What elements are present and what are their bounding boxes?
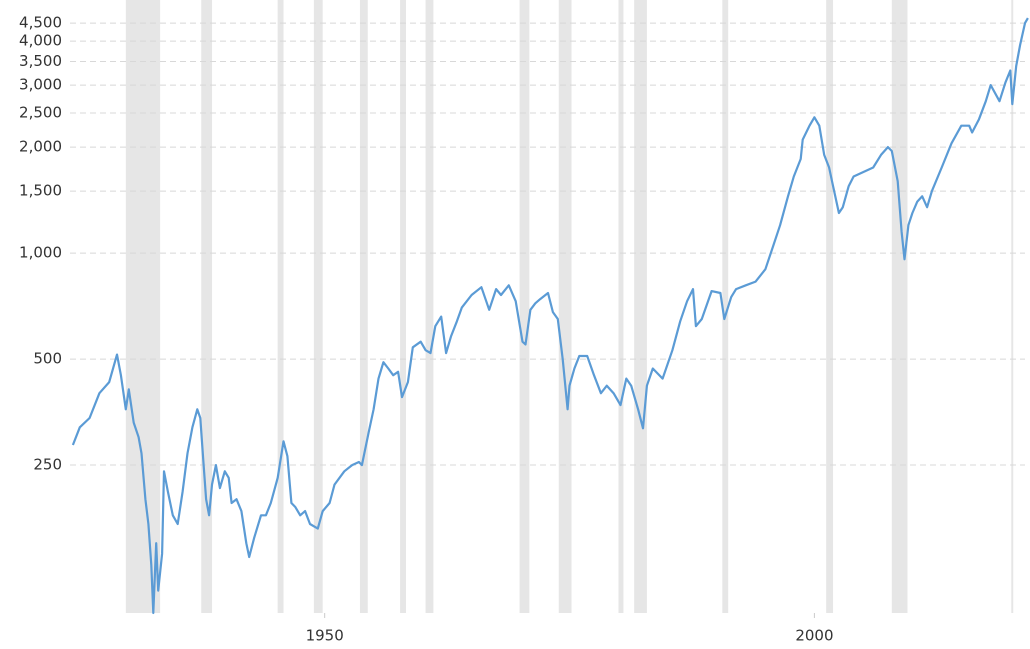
recession-band bbox=[1011, 0, 1014, 613]
recession-band bbox=[400, 0, 406, 613]
y-tick-label: 4,000 bbox=[19, 32, 62, 50]
recession-band bbox=[519, 0, 530, 613]
y-tick-label: 250 bbox=[33, 456, 62, 474]
recession-band bbox=[634, 0, 647, 613]
y-tick-label: 1,000 bbox=[19, 244, 62, 262]
recession-band bbox=[125, 0, 161, 613]
x-tick-label: 1950 bbox=[306, 627, 344, 645]
recession-band bbox=[891, 0, 908, 613]
y-tick-label: 2,000 bbox=[19, 138, 62, 156]
recession-band bbox=[359, 0, 368, 613]
y-tick-label: 3,000 bbox=[19, 76, 62, 94]
recession-band bbox=[313, 0, 323, 613]
y-tick-label: 4,500 bbox=[19, 14, 62, 32]
recession-band bbox=[618, 0, 624, 613]
x-tick-label: 2000 bbox=[795, 627, 833, 645]
recession-band bbox=[826, 0, 834, 613]
y-tick-label: 1,500 bbox=[19, 182, 62, 200]
recession-band bbox=[277, 0, 284, 613]
recession-band bbox=[722, 0, 729, 613]
recession-band bbox=[558, 0, 572, 613]
y-tick-label: 500 bbox=[33, 350, 62, 368]
price-line bbox=[71, 17, 1029, 615]
y-tick-label: 3,500 bbox=[19, 52, 62, 70]
y-tick-label: 2,500 bbox=[19, 103, 62, 121]
recession-band bbox=[425, 0, 434, 613]
recession-band bbox=[201, 0, 213, 613]
